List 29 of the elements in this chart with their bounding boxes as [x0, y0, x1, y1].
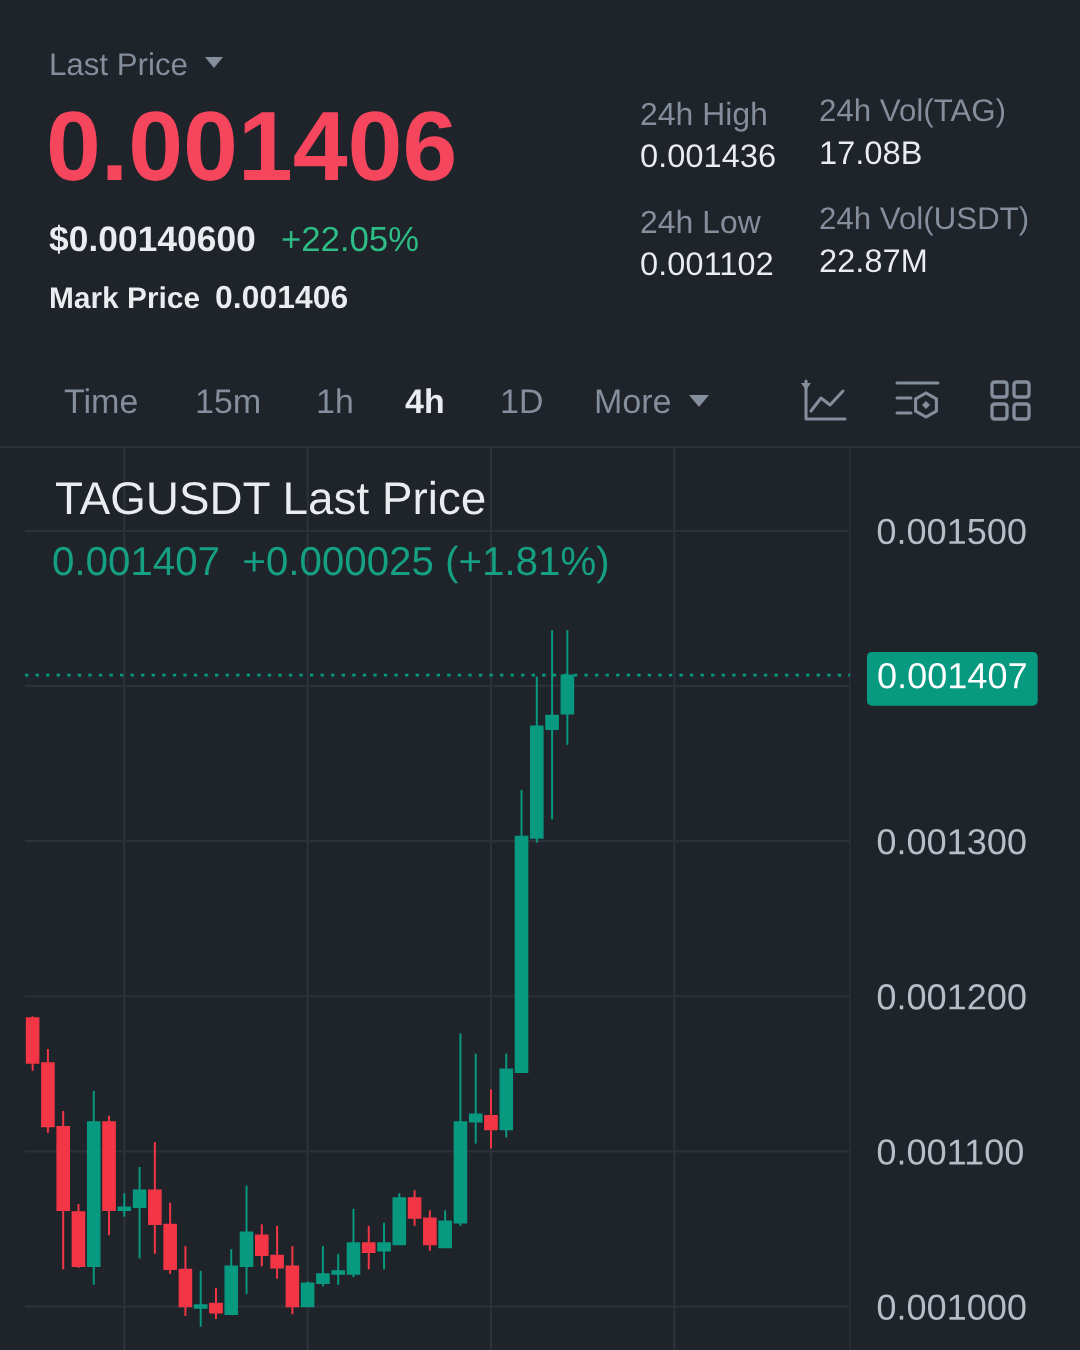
- text: 0.001436: [641, 144, 775, 168]
- y-tick-label: 0.001000: [877, 1294, 1026, 1320]
- text: Time: [64, 388, 137, 414]
- text: 24h Vol(USDT): [820, 206, 1028, 236]
- text: 1D: [502, 389, 542, 413]
- text: Mark Price: [51, 286, 200, 309]
- text: 1h: [318, 388, 352, 413]
- y-tick-label: 0.001500: [877, 518, 1026, 545]
- y-tick-label: 0.001200: [877, 984, 1026, 1010]
- text: 15m: [197, 389, 259, 414]
- text: +22.05%: [282, 226, 418, 252]
- text: 0.001406: [216, 285, 348, 309]
- ref-line-label: 0.001407: [878, 662, 1026, 689]
- text: More: [596, 389, 671, 414]
- text: 24h High: [641, 101, 766, 132]
- text: 22.87M: [820, 249, 926, 273]
- candlestick: [193, 1270, 208, 1327]
- text: 0.001407 +0.000025 (+1.81%): [53, 545, 608, 584]
- y-tick-label: 0.001100: [877, 1139, 1023, 1165]
- text: TAGUSDT Last Price: [56, 480, 485, 515]
- text: 24h Vol(TAG): [820, 98, 1005, 128]
- text: 17.08B: [821, 141, 921, 165]
- text: $0.00140600: [49, 224, 255, 254]
- text: 0.001102: [641, 252, 773, 276]
- text: 4h: [405, 388, 443, 413]
- text: Last Price: [51, 52, 187, 76]
- text: 24h Low: [641, 209, 761, 234]
- y-tick-label: 0.001300: [877, 828, 1026, 855]
- text: 0.001406: [49, 111, 454, 181]
